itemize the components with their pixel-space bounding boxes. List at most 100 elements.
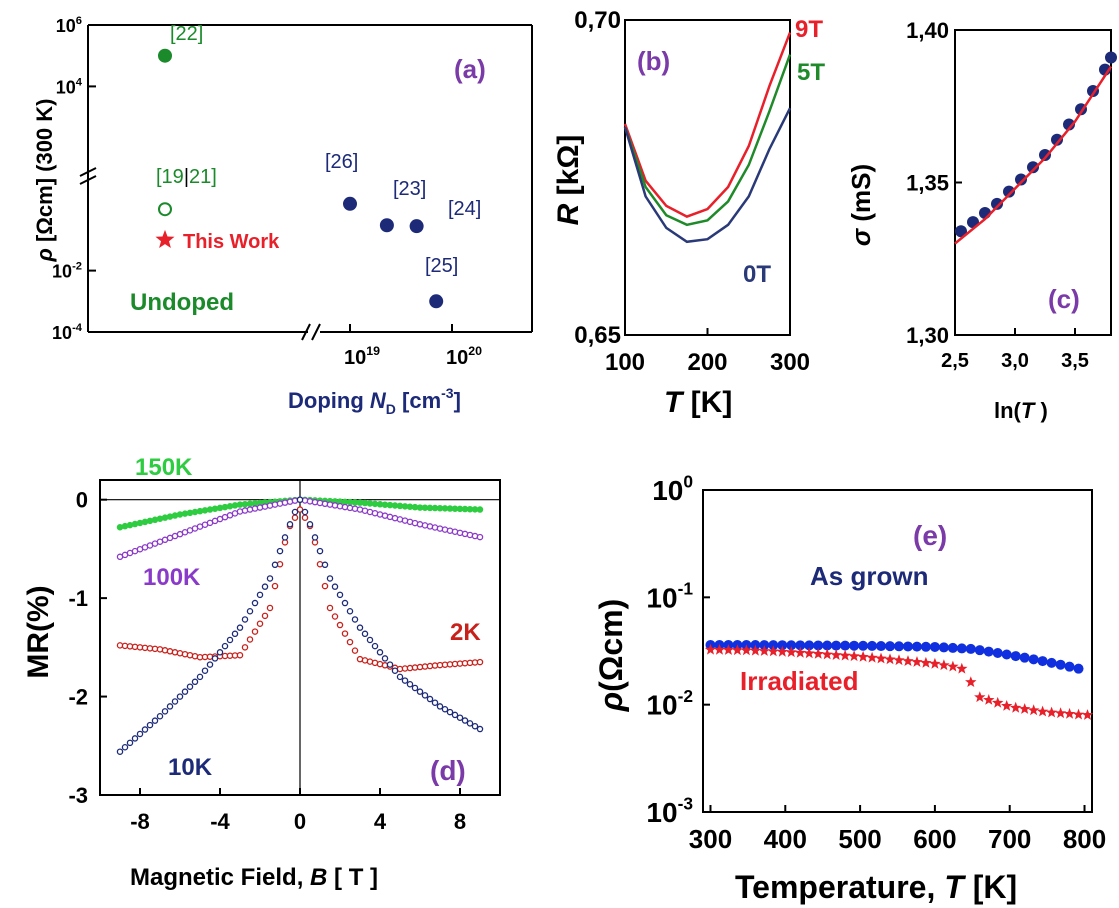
d-data-point xyxy=(446,527,454,534)
e-data-point xyxy=(1037,656,1048,667)
d-data-point xyxy=(331,613,339,620)
a-ref-label-19-21: [19|21] xyxy=(156,166,217,188)
c-x-axis-label: ln(T ) xyxy=(994,398,1048,423)
e-data-point xyxy=(740,644,753,656)
d-data-point xyxy=(301,508,309,516)
d-data-point xyxy=(346,504,354,512)
d-series-label: 100K xyxy=(143,564,201,591)
d-x-axis-label: Magnetic Field, B [ T ] xyxy=(130,864,378,891)
e-data-point xyxy=(983,646,994,657)
e-data-point xyxy=(1028,654,1039,665)
b-series-line xyxy=(623,32,792,218)
d-data-point xyxy=(251,599,259,607)
b-y-axis-label: R [kΩ] xyxy=(552,135,585,226)
d-y-tick-label: -3 xyxy=(68,783,88,808)
d-data-point xyxy=(441,705,449,713)
d-data-point xyxy=(291,497,299,504)
d-data-point xyxy=(346,638,354,646)
e-data-point xyxy=(1036,705,1049,717)
e-x-tick-label: 700 xyxy=(988,824,1031,854)
e-data-point xyxy=(722,644,735,655)
c-data-point xyxy=(955,225,967,238)
e-data-point xyxy=(920,641,931,652)
d-x-tick-label: 0 xyxy=(294,809,306,834)
e-data-point xyxy=(758,645,770,656)
e-data-point xyxy=(839,649,851,661)
a-point xyxy=(409,219,424,234)
e-y-tick-label: 10-1 xyxy=(646,579,693,614)
a-y-axis-label: ρ [Ωcm] (300 K) xyxy=(32,99,57,263)
e-data-point xyxy=(983,694,995,705)
d-data-point xyxy=(401,677,409,684)
c-data-point xyxy=(1003,185,1015,198)
d-data-point xyxy=(361,630,369,638)
c-x-tick-label: 3,0 xyxy=(1001,350,1029,372)
d-data-point xyxy=(296,506,304,513)
d-data-point xyxy=(476,725,484,733)
d-y-tick-label: 0 xyxy=(76,488,88,513)
d-series-label: 10K xyxy=(168,754,213,781)
e-data-point xyxy=(768,640,779,651)
d-data-point xyxy=(151,516,159,524)
a-point xyxy=(429,294,444,309)
c-data-point xyxy=(979,207,991,219)
e-x-tick-label: 600 xyxy=(913,824,956,854)
e-series-label: Irradiated xyxy=(740,666,859,696)
d-data-point xyxy=(426,523,434,530)
e-data-point xyxy=(803,647,815,659)
c-y-tick-label: 1,35 xyxy=(906,171,949,196)
d-data-point xyxy=(216,649,224,656)
d-x-tick-label: -8 xyxy=(130,809,150,834)
d-data-point xyxy=(266,604,274,612)
d-data-point xyxy=(246,506,254,513)
e-data-point xyxy=(794,646,806,658)
d-data-point xyxy=(196,507,204,515)
c-axes-box xyxy=(954,29,1112,336)
d-data-point xyxy=(186,651,194,659)
d-data-point xyxy=(216,504,224,512)
d-data-point xyxy=(286,498,294,505)
d-series-label: 150K xyxy=(135,454,193,481)
d-series-label: 2K xyxy=(450,619,481,646)
d-data-point xyxy=(326,501,334,508)
d-data-point xyxy=(271,561,279,569)
d-data-point xyxy=(136,519,144,527)
e-data-point xyxy=(965,643,976,654)
d-data-point xyxy=(336,591,344,599)
e-data-point xyxy=(876,641,887,652)
e-data-point xyxy=(992,648,1003,659)
e-data-point xyxy=(804,640,815,651)
d-data-point xyxy=(291,508,299,516)
d-data-point xyxy=(271,501,279,508)
d-data-point xyxy=(261,503,269,510)
d-data-point xyxy=(186,683,194,690)
d-data-point xyxy=(191,652,199,660)
e-data-point xyxy=(1010,651,1021,662)
b-x-axis-label: T [K] xyxy=(664,386,732,419)
d-data-point xyxy=(166,513,174,520)
d-panel-label: (d) xyxy=(430,755,466,786)
e-data-point xyxy=(840,640,851,651)
d-data-point xyxy=(376,649,384,656)
d-data-point xyxy=(186,509,194,517)
d-data-point xyxy=(301,497,309,504)
e-x-tick-label: 300 xyxy=(689,824,732,854)
e-data-point xyxy=(992,696,1004,708)
a-y-break xyxy=(79,167,97,185)
d-data-point xyxy=(121,522,129,530)
d-data-point xyxy=(211,505,219,512)
a-ref-label: [25] xyxy=(425,255,458,277)
d-data-point xyxy=(321,582,329,590)
e-data-point xyxy=(911,656,923,667)
d-data-point xyxy=(286,521,294,528)
d-data-point xyxy=(421,522,429,529)
e-data-point xyxy=(938,659,950,671)
d-data-point xyxy=(406,681,414,688)
e-data-point xyxy=(1073,663,1084,674)
d-data-point xyxy=(221,642,229,650)
d-data-point xyxy=(201,507,209,514)
d-data-point xyxy=(456,714,464,721)
d-data-point xyxy=(136,730,144,738)
d-data-point xyxy=(346,608,354,615)
e-data-point xyxy=(884,653,896,665)
